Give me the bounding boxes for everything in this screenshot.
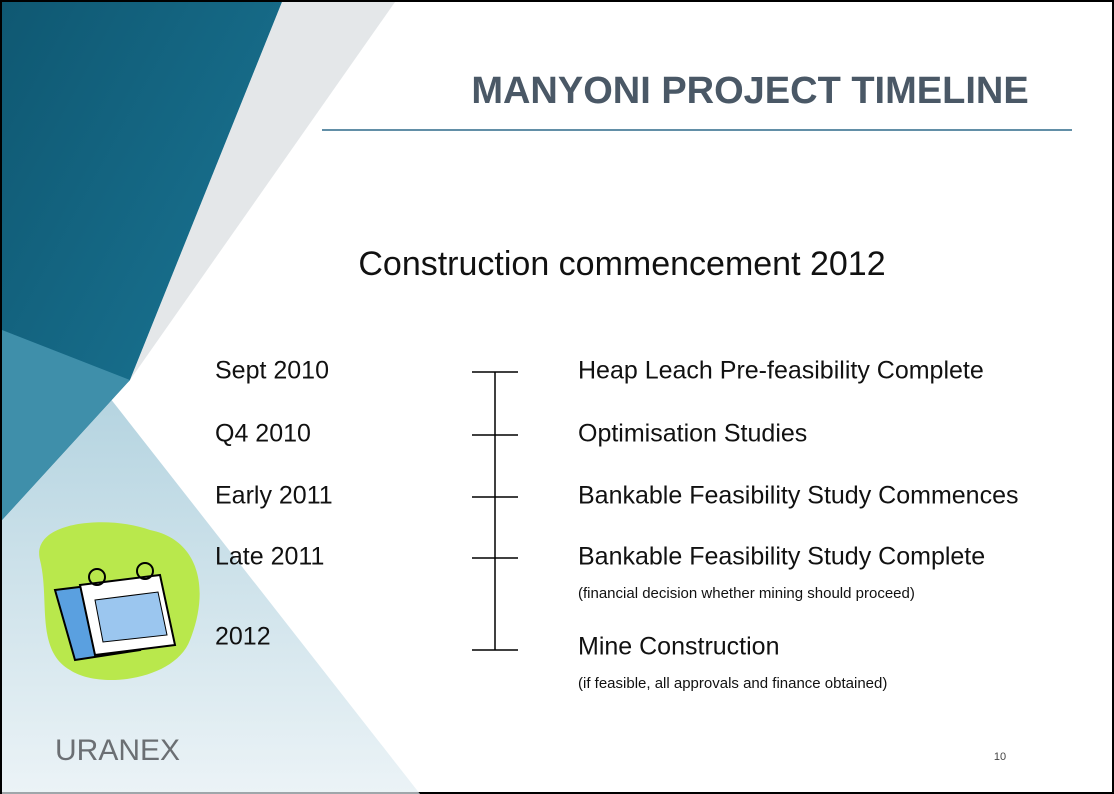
- page-number: 10: [994, 751, 1006, 763]
- timeline-date: Late 2011: [215, 543, 324, 571]
- timeline-date: Q4 2010: [215, 420, 311, 448]
- timeline-label: Heap Leach Pre-feasibility Complete: [578, 357, 984, 385]
- timeline-note: (financial decision whether mining shoul…: [578, 585, 915, 602]
- timeline-date: Sept 2010: [215, 357, 329, 385]
- logo: URANEX: [55, 734, 180, 767]
- timeline-label: Bankable Feasibility Study Complete: [578, 543, 985, 571]
- timeline-label: Mine Construction: [578, 633, 779, 661]
- subtitle: Construction commencement 2012: [358, 245, 885, 283]
- calendar-icon: [39, 522, 200, 680]
- timeline-label: Bankable Feasibility Study Commences: [578, 482, 1018, 510]
- title: MANYONI PROJECT TIMELINE: [471, 70, 1028, 112]
- timeline-note: (if feasible, all approvals and finance …: [578, 675, 887, 692]
- timeline-date: 2012: [215, 623, 271, 651]
- timeline-date: Early 2011: [215, 482, 333, 510]
- slide: MANYONI PROJECT TIMELINE Construction co…: [0, 0, 1114, 794]
- timeline-label: Optimisation Studies: [578, 420, 807, 448]
